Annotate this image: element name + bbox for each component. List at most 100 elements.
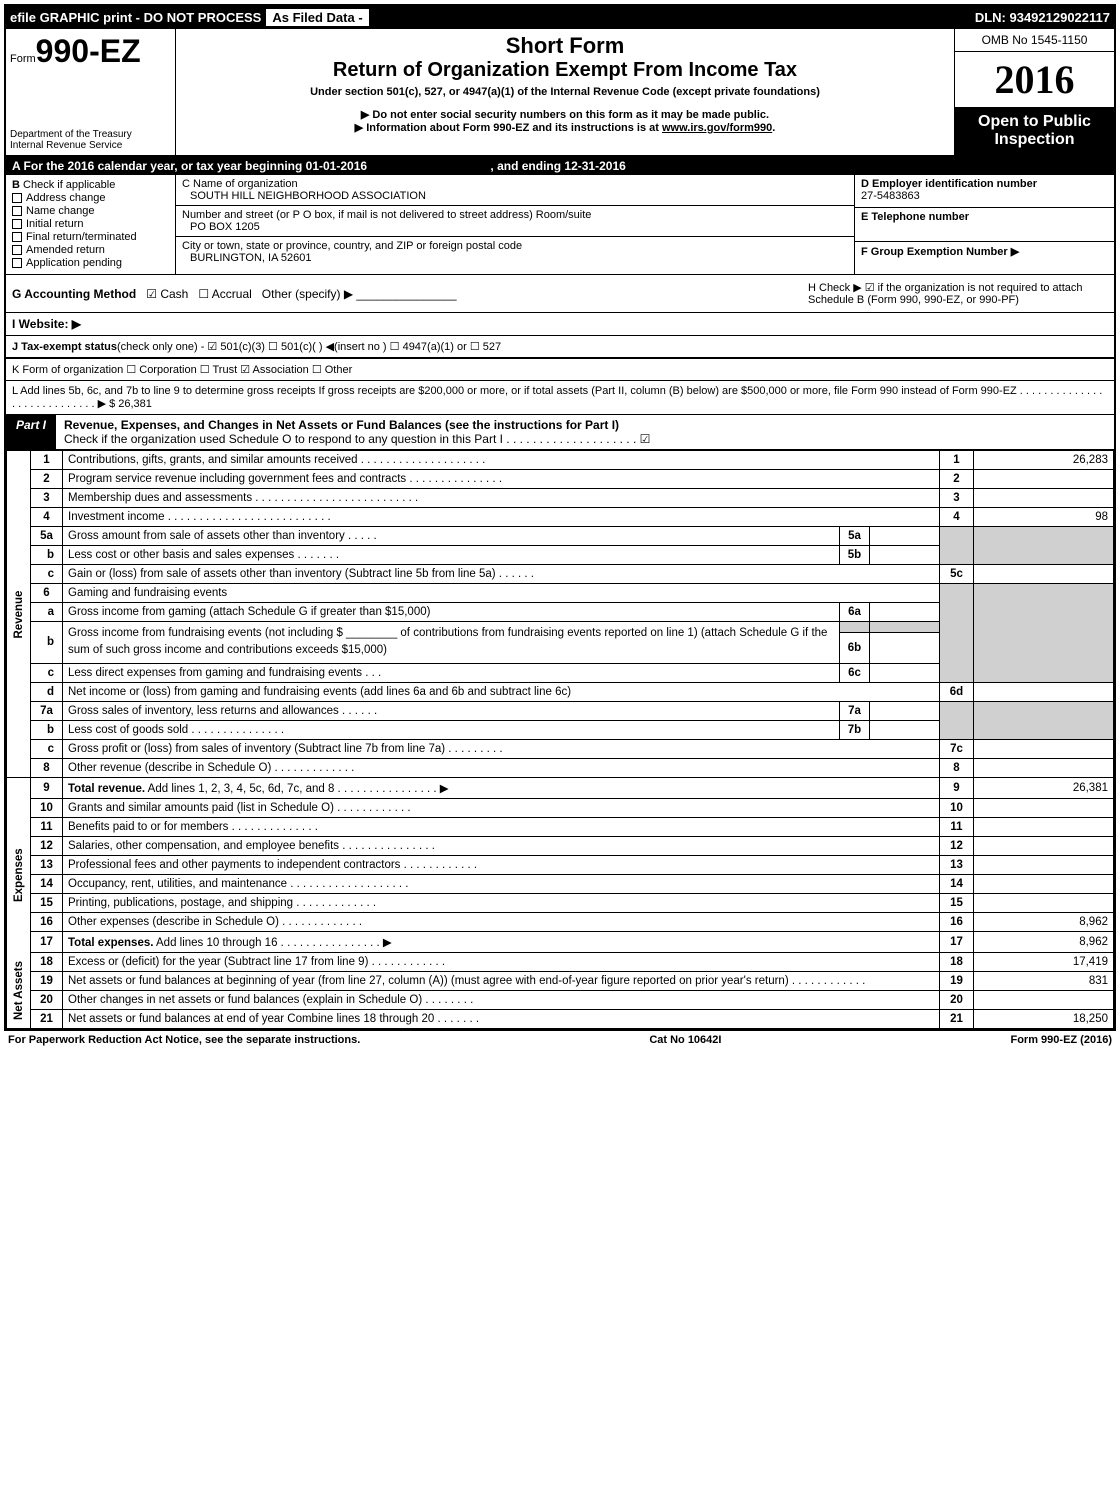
b-check-label: Check if applicable (23, 179, 115, 191)
line-6b-inval (870, 633, 940, 663)
line-13-rnum: 13 (940, 855, 974, 874)
line-20-rnum: 20 (940, 990, 974, 1009)
line-5c-rnum: 5c (940, 565, 974, 584)
line-7c-desc: Gross profit or (loss) from sales of inv… (68, 743, 445, 755)
f-label: F Group Exemption Number ▶ (861, 246, 1019, 258)
part-i-header: Part I Revenue, Expenses, and Changes in… (6, 415, 1114, 450)
line-15-val (974, 893, 1114, 912)
line-13-val (974, 855, 1114, 874)
line-11-desc: Benefits paid to or for members (68, 821, 228, 833)
form-header: Form990-EZ Department of the Treasury In… (6, 29, 1114, 157)
checkbox-name-change[interactable] (12, 206, 22, 216)
line-20-desc: Other changes in net assets or fund bala… (68, 994, 422, 1006)
section-c: C Name of organization SOUTH HILL NEIGHB… (176, 175, 854, 274)
section-a-ending: , and ending 12-31-2016 (490, 159, 625, 173)
g-accrual: Accrual (212, 287, 252, 301)
line-14-rnum: 14 (940, 874, 974, 893)
line-11-rnum: 11 (940, 817, 974, 836)
footer: For Paperwork Reduction Act Notice, see … (4, 1031, 1116, 1049)
line-4-num: 4 (31, 508, 63, 527)
line-7a-desc: Gross sales of inventory, less returns a… (68, 705, 339, 717)
line-6d-rnum: 6d (940, 682, 974, 701)
line-20-val (974, 990, 1114, 1009)
line-19-num: 19 (31, 971, 63, 990)
form-prefix: Form (10, 53, 36, 65)
open-public-badge: Open to Public Inspection (955, 107, 1114, 155)
line-8-desc: Other revenue (describe in Schedule O) (68, 762, 271, 774)
checkbox-initial-return[interactable] (12, 219, 22, 229)
line-16-val: 8,962 (974, 912, 1114, 931)
section-b: B Check if applicable Address change Nam… (6, 175, 176, 274)
checkbox-address-change[interactable] (12, 193, 22, 203)
line-3-rnum: 3 (940, 489, 974, 508)
side-expenses: Expenses (7, 798, 31, 952)
line-16-rnum: 16 (940, 912, 974, 931)
c-city-label: City or town, state or province, country… (182, 240, 848, 252)
lines-table: Revenue 1 Contributions, gifts, grants, … (6, 450, 1114, 1029)
line-15-num: 15 (31, 893, 63, 912)
e-label: E Telephone number (861, 211, 969, 223)
g-h-row: G Accounting Method ☑ Cash ☐ Accrual Oth… (6, 275, 1114, 313)
line-10-num: 10 (31, 798, 63, 817)
part-i-sub: Check if the organization used Schedule … (64, 432, 650, 446)
line-18-val: 17,419 (974, 952, 1114, 971)
label-application-pending: Application pending (26, 257, 122, 269)
c-name-label: C Name of organization (182, 178, 848, 190)
line-2-val (974, 470, 1114, 489)
line-6c-inval (870, 663, 940, 682)
line-5ab-shade-val (974, 527, 1114, 565)
part-i-title-block: Revenue, Expenses, and Changes in Net As… (56, 415, 1114, 449)
line-14-val (974, 874, 1114, 893)
ein-value: 27-5483863 (861, 190, 1108, 202)
header-notes: ▶ Do not enter social security numbers o… (184, 108, 946, 134)
line-7c-rnum: 7c (940, 739, 974, 758)
line-17-num: 17 (31, 931, 63, 952)
note-info-end: . (772, 122, 775, 134)
line-6c-num: c (31, 663, 63, 682)
org-name: SOUTH HILL NEIGHBORHOOD ASSOCIATION (182, 190, 848, 202)
line-2-num: 2 (31, 470, 63, 489)
d-label: D Employer identification number (861, 178, 1037, 190)
line-9-num: 9 (31, 777, 63, 798)
line-3-val (974, 489, 1114, 508)
line-9-rnum: 9 (940, 777, 974, 798)
line-6-shade-val (974, 584, 1114, 683)
header-left: Form990-EZ Department of the Treasury In… (6, 29, 176, 155)
line-1-rnum: 1 (940, 451, 974, 470)
line-9-val: 26,381 (974, 777, 1114, 798)
line-19-desc: Net assets or fund balances at beginning… (68, 975, 789, 987)
checkbox-final-return[interactable] (12, 232, 22, 242)
org-city: BURLINGTON, IA 52601 (182, 252, 848, 264)
g-cash: Cash (160, 287, 188, 301)
line-6c-in: 6c (840, 663, 870, 682)
info-link[interactable]: www.irs.gov/form990 (662, 122, 772, 134)
line-7ab-shade (940, 701, 974, 739)
line-16-num: 16 (31, 912, 63, 931)
side-revenue: Revenue (7, 451, 31, 778)
line-4-val: 98 (974, 508, 1114, 527)
line-6b-shade (840, 622, 870, 633)
line-1-val: 26,283 (974, 451, 1114, 470)
line-6d-desc: Net income or (loss) from gaming and fun… (63, 682, 940, 701)
line-7b-desc: Less cost of goods sold (68, 724, 188, 736)
line-6b-desc: Gross income from fundraising events (no… (63, 622, 840, 664)
dept-irs: Internal Revenue Service (10, 140, 171, 151)
label-name-change: Name change (26, 205, 95, 217)
line-9-desc: Total revenue. (68, 783, 145, 795)
line-18-desc: Excess or (deficit) for the year (Subtra… (68, 956, 368, 968)
dln-label: DLN: 93492129022117 (975, 10, 1110, 25)
part-i-label: Part I (6, 415, 56, 449)
line-7b-inval (870, 720, 940, 739)
line-5b-inval (870, 546, 940, 565)
line-14-num: 14 (31, 874, 63, 893)
footer-right: Form 990-EZ (2016) (1010, 1034, 1112, 1046)
line-12-num: 12 (31, 836, 63, 855)
line-19-rnum: 19 (940, 971, 974, 990)
dept-treasury: Department of the Treasury (10, 129, 171, 140)
checkbox-application-pending[interactable] (12, 258, 22, 268)
g-accounting: G Accounting Method ☑ Cash ☐ Accrual Oth… (12, 287, 808, 301)
line-7c-num: c (31, 739, 63, 758)
checkbox-amended-return[interactable] (12, 245, 22, 255)
line-2-desc: Program service revenue including govern… (68, 473, 406, 485)
section-a-text: A For the 2016 calendar year, or tax yea… (12, 159, 367, 173)
